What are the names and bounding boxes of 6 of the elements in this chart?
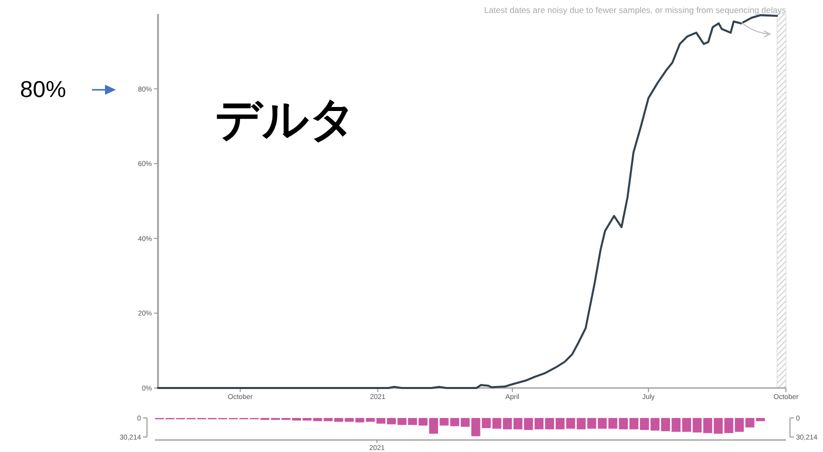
text: デルタ <box>215 93 356 145</box>
bar <box>344 418 354 422</box>
text: 80% <box>20 76 66 102</box>
annotation: Latest dates are noisy due to fewer samples, or missing from sequencing delays <box>484 5 786 15</box>
bar <box>714 418 723 434</box>
bar <box>587 418 596 429</box>
